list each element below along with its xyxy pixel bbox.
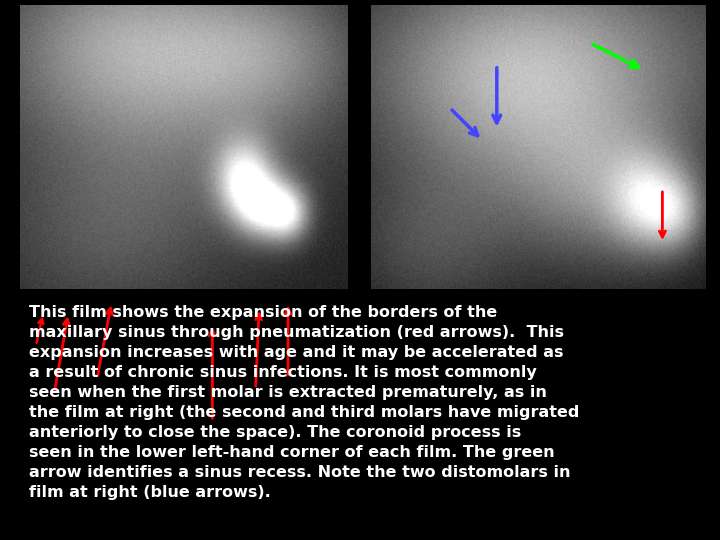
Text: This film shows the expansion of the borders of the
maxillary sinus through pneu: This film shows the expansion of the bor…	[29, 305, 579, 501]
